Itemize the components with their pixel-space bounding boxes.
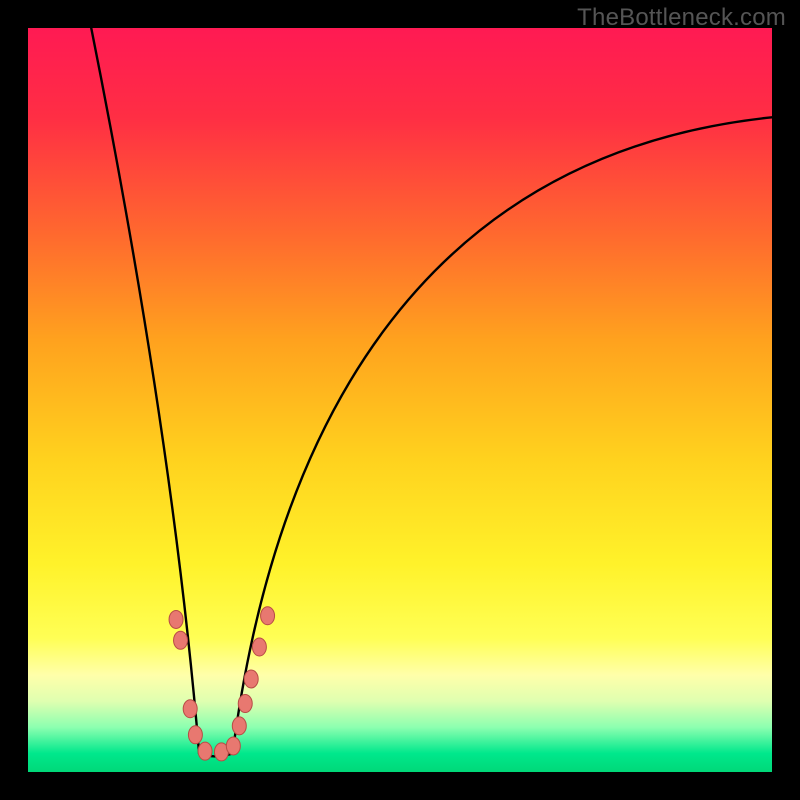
chart-container: TheBottleneck.com: [0, 0, 800, 800]
curve-marker: [198, 742, 212, 760]
curve-marker: [238, 695, 252, 713]
watermark-text: TheBottleneck.com: [577, 4, 786, 32]
curve-marker: [226, 737, 240, 755]
curve-marker: [183, 700, 197, 718]
curve-marker: [188, 726, 202, 744]
curve-marker: [244, 670, 258, 688]
curve-marker: [261, 607, 275, 625]
curve-marker: [174, 631, 188, 649]
curve-marker: [232, 717, 246, 735]
curve-marker: [252, 638, 266, 656]
curve-marker: [169, 610, 183, 628]
chart-svg: [0, 0, 800, 800]
